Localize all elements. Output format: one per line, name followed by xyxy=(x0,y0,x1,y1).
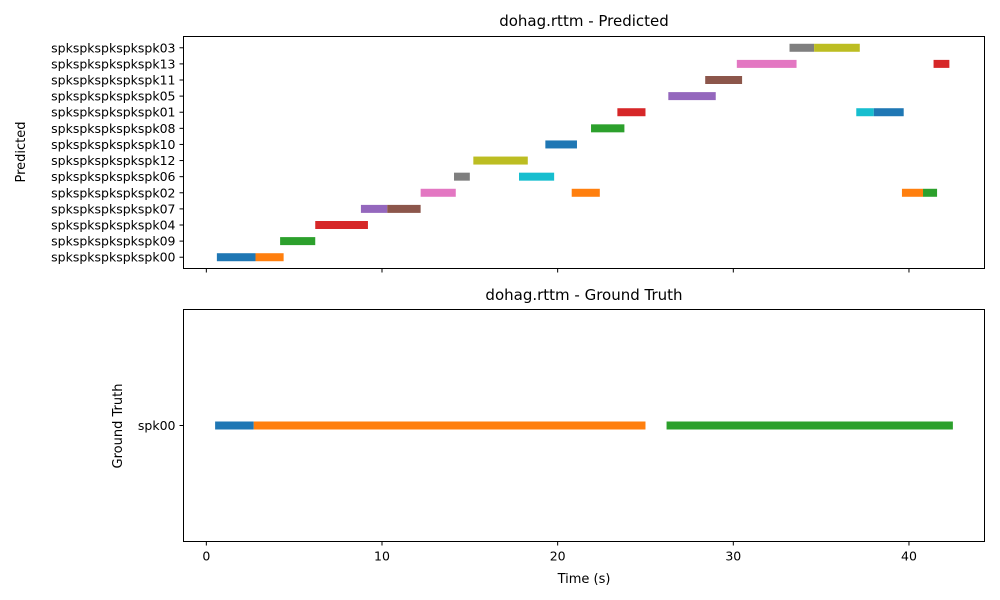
predicted-segment xyxy=(420,188,456,197)
predicted-y-tick-label: spkspkspkspkspk09 xyxy=(51,234,175,249)
predicted-segment xyxy=(705,76,743,84)
predicted-y-tick-label: spkspkspkspkspk04 xyxy=(51,218,175,233)
ground-truth-x-ticks: 0 10 20 30 40 xyxy=(202,541,917,564)
predicted-y-ticks: spkspkspkspkspk00spkspkspkspkspk09spkspk… xyxy=(51,40,184,265)
predicted-y-tick-label: spkspkspkspkspk03 xyxy=(51,40,175,55)
predicted-segment xyxy=(280,237,316,246)
predicted-segment xyxy=(873,108,904,117)
predicted-y-tick-label: spkspkspkspkspk07 xyxy=(51,201,175,216)
predicted-y-tick-label: spkspkspkspkspk12 xyxy=(51,153,175,168)
predicted-panel: dohag.rttm - Predicted Predicted spkspks… xyxy=(14,12,985,273)
predicted-y-tick-label: spkspkspkspkspk05 xyxy=(51,89,175,104)
ground-truth-segment xyxy=(215,421,254,430)
predicted-segment xyxy=(923,188,938,197)
predicted-segment xyxy=(454,172,470,181)
predicted-segment xyxy=(856,108,874,117)
ground-truth-x-tick-label: 10 xyxy=(374,549,390,564)
predicted-y-tick-label: spkspkspkspkspk00 xyxy=(51,250,175,265)
ground-truth-x-tick-label: 40 xyxy=(901,549,917,564)
predicted-segment xyxy=(617,108,646,117)
ground-truth-x-tick-label: 0 xyxy=(202,549,210,564)
predicted-segment xyxy=(814,43,860,52)
ground-truth-axes-frame xyxy=(183,309,985,542)
predicted-segment xyxy=(789,43,815,52)
predicted-segment xyxy=(545,140,577,149)
ground-truth-title: dohag.rttm - Ground Truth xyxy=(485,286,682,304)
predicted-y-tick-label: spkspkspkspkspk11 xyxy=(51,73,175,88)
ground-truth-xlabel: Time (s) xyxy=(557,572,611,587)
predicted-segments xyxy=(216,43,950,262)
predicted-segment xyxy=(933,59,950,68)
predicted-segment xyxy=(571,188,600,197)
predicted-segment xyxy=(360,204,388,213)
ground-truth-segment xyxy=(253,421,646,430)
ground-truth-segment xyxy=(666,421,953,430)
ground-truth-panel: dohag.rttm - Ground Truth Ground Truth T… xyxy=(111,286,985,587)
predicted-segment xyxy=(519,172,555,181)
ground-truth-ylabel: Ground Truth xyxy=(111,384,126,469)
predicted-ylabel: Predicted xyxy=(14,121,29,182)
predicted-segment xyxy=(387,204,421,213)
predicted-y-tick-label: spkspkspkspkspk08 xyxy=(51,121,175,136)
predicted-segment xyxy=(216,253,256,262)
predicted-segment xyxy=(473,156,528,165)
ground-truth-x-tick-label: 20 xyxy=(550,549,566,564)
ground-truth-y-ticks: spk00 xyxy=(138,418,184,433)
predicted-y-tick-label: spkspkspkspkspk01 xyxy=(51,105,175,120)
predicted-y-tick-label: spkspkspkspkspk02 xyxy=(51,185,175,200)
ground-truth-y-tick-label: spk00 xyxy=(138,418,176,433)
ground-truth-x-tick-label: 30 xyxy=(725,549,741,564)
predicted-axes-frame xyxy=(183,36,985,269)
predicted-y-tick-label: spkspkspkspkspk10 xyxy=(51,137,175,152)
ground-truth-segments xyxy=(215,421,953,430)
predicted-y-tick-label: spkspkspkspkspk13 xyxy=(51,56,175,71)
predicted-y-tick-label: spkspkspkspkspk06 xyxy=(51,169,175,184)
predicted-title: dohag.rttm - Predicted xyxy=(499,12,669,30)
predicted-segment xyxy=(901,188,924,197)
predicted-segment xyxy=(591,124,625,133)
predicted-x-ticks xyxy=(205,268,910,273)
predicted-segment xyxy=(255,253,284,262)
predicted-segment xyxy=(668,92,716,101)
predicted-segment xyxy=(736,59,797,68)
predicted-segment xyxy=(315,221,368,229)
